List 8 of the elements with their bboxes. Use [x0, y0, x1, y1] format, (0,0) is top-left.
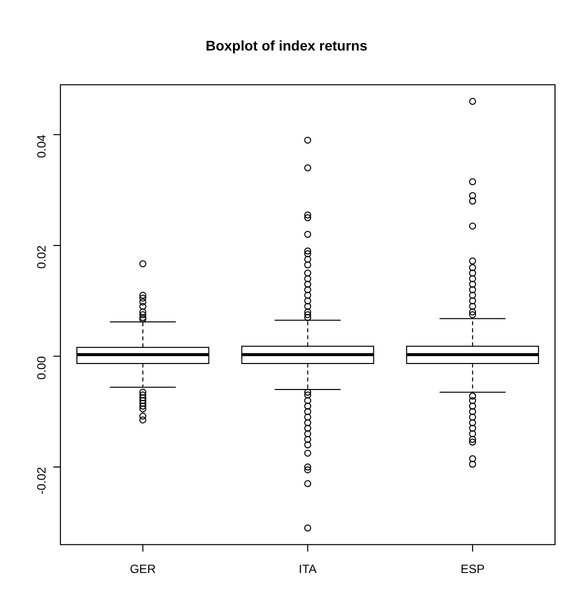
- y-tick-label: 0.04: [34, 134, 49, 158]
- chart-title: Boxplot of index returns: [206, 37, 368, 54]
- x-tick-label: GER: [130, 562, 156, 576]
- y-tick-label: 0.02: [34, 245, 49, 269]
- x-tick-label: ESP: [460, 562, 485, 576]
- y-tick-label: -0.02: [34, 466, 49, 494]
- y-tick-label: 0.00: [34, 356, 49, 380]
- x-tick-label: ITA: [298, 562, 317, 576]
